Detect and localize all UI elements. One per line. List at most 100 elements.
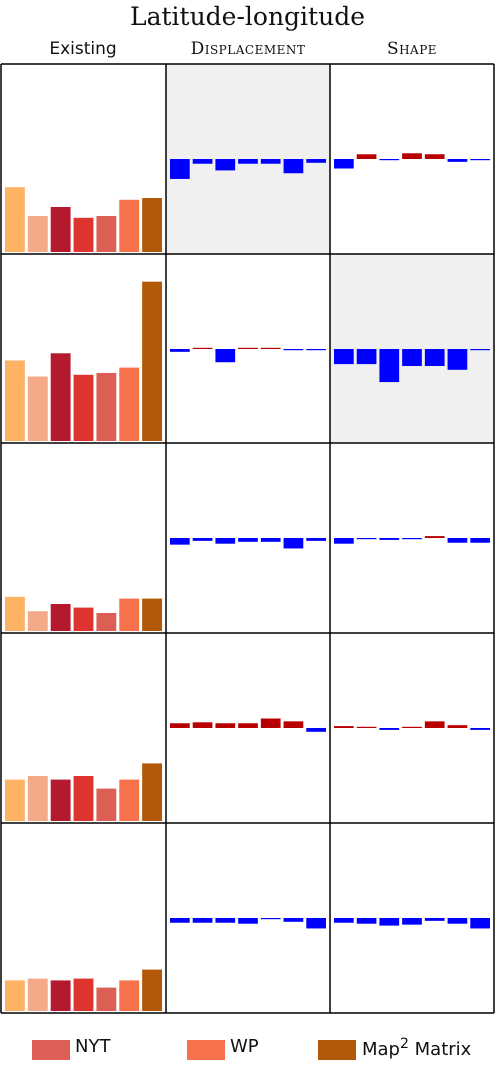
legend-text-wp: WP — [230, 1036, 259, 1057]
bar-r2-existing-6 — [119, 367, 140, 441]
bar-r1-shape-4 — [402, 153, 422, 159]
bar-r1-shape-2 — [356, 154, 377, 159]
bar-r3-existing-1 — [5, 596, 25, 631]
bar-r3-displacement-7 — [306, 538, 326, 541]
bar-r3-shape-4 — [402, 538, 422, 540]
panel-highlight-r2-shape — [330, 254, 494, 443]
bar-r1-existing-5 — [96, 216, 117, 252]
bar-r3-shape-6 — [447, 538, 468, 543]
bar-r3-displacement-3 — [215, 538, 236, 544]
bar-r1-existing-3 — [50, 207, 71, 252]
bar-r1-existing-4 — [73, 217, 94, 252]
bar-r2-displacement-6 — [283, 349, 304, 351]
bar-r1-shape-7 — [470, 159, 490, 161]
bar-r4-displacement-1 — [170, 723, 190, 728]
bar-r4-existing-4 — [73, 776, 94, 821]
bar-r1-displacement-4 — [238, 159, 258, 164]
bar-r2-shape-3 — [379, 349, 400, 383]
bar-r1-displacement-6 — [283, 159, 304, 174]
bar-r3-existing-6 — [119, 598, 140, 631]
bar-r2-existing-1 — [5, 360, 25, 441]
bar-r5-displacement-1 — [170, 918, 190, 923]
legend-text-sup: 2 — [400, 1036, 409, 1052]
bar-r4-displacement-2 — [192, 722, 213, 728]
bar-r5-displacement-7 — [306, 918, 326, 929]
bar-r3-existing-3 — [50, 604, 71, 631]
bar-r2-shape-1 — [334, 349, 354, 365]
bar-r2-displacement-3 — [215, 349, 236, 363]
bar-r1-existing-1 — [5, 187, 25, 252]
legend: NYT WP Map2 Matrix — [0, 1030, 495, 1066]
bar-r3-shape-5 — [424, 536, 445, 538]
bar-r2-existing-2 — [27, 376, 48, 441]
bar-r3-displacement-5 — [260, 538, 281, 542]
bar-r1-shape-5 — [424, 154, 445, 159]
bar-r5-displacement-2 — [192, 918, 213, 923]
bar-r2-existing-3 — [50, 353, 71, 441]
bar-r5-displacement-5 — [260, 918, 281, 920]
bar-r4-existing-2 — [27, 776, 48, 821]
legend-text-map: Map — [362, 1039, 400, 1060]
bar-r1-shape-3 — [379, 159, 400, 161]
column-header-shape: Shape — [386, 39, 438, 59]
bar-r5-existing-6 — [119, 980, 140, 1011]
bar-r4-displacement-6 — [283, 721, 304, 728]
bar-r4-existing-5 — [96, 788, 117, 821]
bar-r3-shape-3 — [379, 538, 400, 540]
bar-r1-displacement-2 — [192, 159, 213, 164]
column-header-displacement: Displacement — [190, 39, 306, 59]
legend-label-map2-matrix: Map2 Matrix — [362, 1036, 471, 1060]
bar-r4-shape-7 — [470, 728, 490, 730]
bar-r1-displacement-3 — [215, 159, 236, 171]
bar-r3-existing-2 — [27, 611, 48, 631]
bar-r3-shape-1 — [334, 538, 354, 544]
bar-r2-displacement-7 — [306, 349, 326, 351]
bar-r1-existing-2 — [27, 216, 48, 252]
bar-r5-existing-1 — [5, 980, 25, 1011]
bar-r5-shape-1 — [334, 918, 354, 923]
bar-r2-existing-7 — [142, 281, 162, 441]
legend-swatch-map2-matrix — [318, 1040, 356, 1060]
bar-r4-existing-7 — [142, 763, 162, 821]
bar-r5-displacement-6 — [283, 918, 304, 922]
bar-r1-displacement-5 — [260, 159, 281, 164]
bar-r5-existing-4 — [73, 978, 94, 1011]
bar-r2-shape-4 — [402, 349, 422, 367]
bar-r5-shape-7 — [470, 918, 490, 929]
bar-r5-displacement-3 — [215, 918, 236, 923]
bar-r2-shape-6 — [447, 349, 468, 370]
bar-r3-displacement-4 — [238, 538, 258, 542]
bar-r4-existing-6 — [119, 779, 140, 821]
bar-r2-existing-5 — [96, 372, 117, 441]
bar-r2-shape-5 — [424, 349, 445, 367]
bar-r3-displacement-6 — [283, 538, 304, 549]
bar-r2-displacement-1 — [170, 349, 190, 352]
chart-title: Latitude-longitude — [129, 2, 366, 31]
bar-r1-existing-7 — [142, 198, 162, 252]
legend-text-matrix: Matrix — [408, 1039, 472, 1060]
bar-r1-shape-1 — [334, 159, 354, 169]
bar-r5-existing-2 — [27, 978, 48, 1011]
bar-r4-shape-5 — [424, 721, 445, 728]
bar-r5-shape-2 — [356, 918, 377, 924]
bar-r4-displacement-7 — [306, 728, 326, 732]
bar-r5-shape-5 — [424, 918, 445, 921]
bar-r3-displacement-2 — [192, 538, 213, 541]
bar-r4-displacement-4 — [238, 723, 258, 728]
bar-r5-existing-3 — [50, 980, 71, 1011]
bar-r3-shape-2 — [356, 538, 377, 540]
bar-r2-shape-2 — [356, 349, 377, 365]
legend-label-nyt: NYT — [75, 1036, 111, 1057]
bar-r4-displacement-3 — [215, 723, 236, 728]
bar-r1-displacement-7 — [306, 159, 326, 163]
bar-r5-displacement-4 — [238, 918, 258, 924]
bar-r4-existing-1 — [5, 779, 25, 821]
bar-r3-shape-7 — [470, 538, 490, 543]
bar-r3-existing-7 — [142, 598, 162, 631]
bar-r3-existing-4 — [73, 607, 94, 631]
bar-r1-shape-6 — [447, 159, 468, 162]
legend-swatch-nyt — [32, 1040, 70, 1060]
bar-r5-shape-3 — [379, 918, 400, 926]
bar-r1-displacement-1 — [170, 159, 190, 179]
bar-r4-displacement-5 — [260, 718, 281, 728]
